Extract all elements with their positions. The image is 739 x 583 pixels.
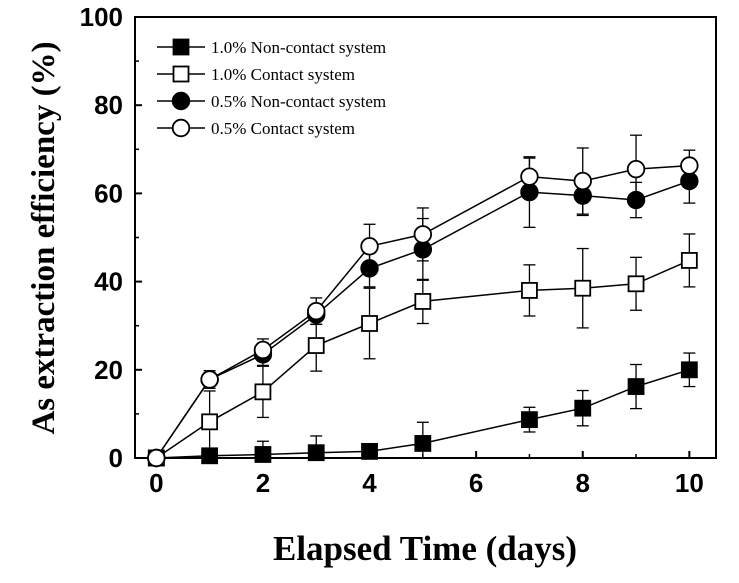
y-axis-title: As extraction efficiency (%): [26, 41, 62, 434]
legend-marker: [172, 38, 190, 56]
x-tick-label: 2: [256, 468, 270, 498]
legend-label: 0.5% Contact system: [211, 119, 355, 138]
series-line: [156, 369, 690, 459]
series-layer: [147, 134, 699, 468]
series-group: [147, 352, 698, 467]
legend-marker: [171, 91, 191, 111]
legend-label: 0.5% Non-contact system: [211, 92, 386, 111]
data-point: [361, 315, 378, 332]
data-point: [680, 156, 699, 175]
data-point: [627, 275, 645, 293]
data-point: [147, 448, 166, 468]
series-line: [155, 164, 690, 459]
y-tick-label: 40: [94, 267, 123, 297]
data-point: [200, 370, 219, 389]
data-point: [254, 446, 272, 463]
data-point: [254, 383, 272, 401]
data-point: [201, 413, 219, 431]
x-tick-label: 4: [362, 468, 377, 498]
data-point: [573, 171, 592, 191]
data-point: [626, 159, 646, 179]
data-point: [680, 252, 698, 269]
data-point: [414, 435, 432, 452]
data-point: [414, 293, 432, 310]
x-tick-label: 10: [675, 468, 704, 498]
y-tick-label: 80: [94, 90, 123, 120]
legend-label: 1.0% Non-contact system: [211, 38, 386, 57]
legend-label: 1.0% Contact system: [211, 65, 355, 84]
x-tick-label: 8: [576, 468, 590, 498]
x-tick-label: 6: [469, 468, 483, 498]
y-tick-label: 0: [109, 443, 123, 473]
data-point: [627, 378, 645, 395]
data-point: [520, 167, 539, 186]
data-point: [307, 444, 325, 462]
legend-marker: [172, 65, 190, 83]
legend: 1.0% Non-contact system 1.0% Contact syst…: [157, 38, 386, 138]
series-group: [147, 134, 699, 468]
data-point: [413, 225, 433, 244]
data-point: [574, 279, 592, 297]
y-tick-label: 100: [80, 2, 123, 32]
series-line: [155, 180, 690, 459]
data-point: [521, 282, 538, 299]
y-tick-label: 20: [94, 355, 123, 385]
data-point: [253, 340, 273, 360]
data-point: [574, 399, 592, 417]
data-point: [680, 361, 698, 379]
legend-marker: [171, 118, 191, 138]
data-point: [307, 337, 325, 354]
data-point: [521, 411, 538, 429]
data-point: [307, 301, 326, 321]
x-axis-title: Elapsed Time (days): [273, 529, 577, 568]
data-point: [360, 237, 379, 256]
y-tick-label: 60: [94, 178, 123, 208]
data-point: [361, 442, 378, 460]
x-tick-label: 0: [149, 468, 163, 498]
series-line: [155, 259, 690, 459]
